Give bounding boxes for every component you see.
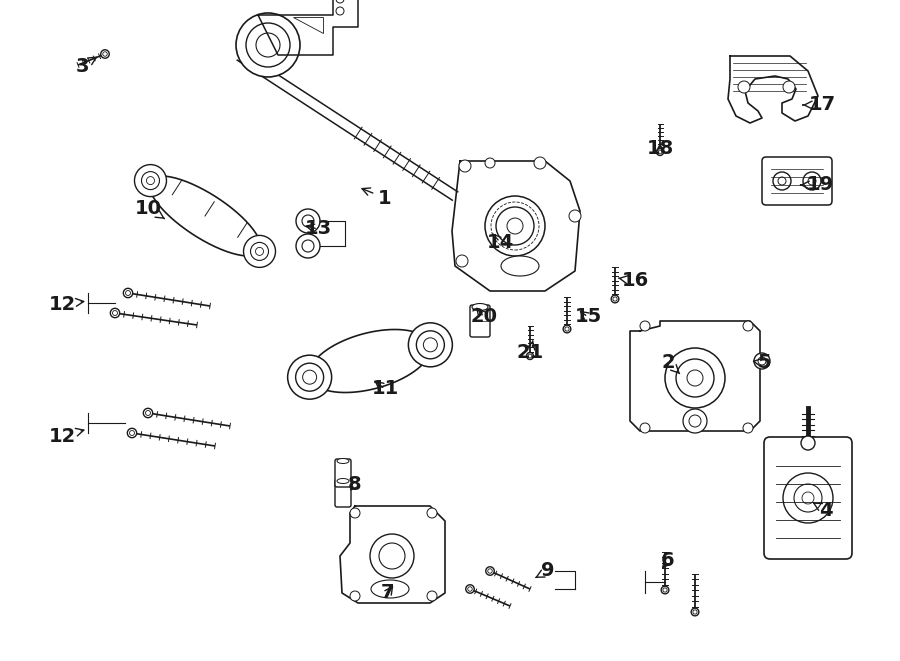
Circle shape [459,160,471,172]
Circle shape [611,295,619,303]
Ellipse shape [501,256,539,276]
Circle shape [466,585,474,594]
Polygon shape [310,329,431,393]
Text: 7: 7 [382,584,395,602]
Circle shape [683,409,707,433]
Circle shape [101,50,109,58]
Circle shape [783,473,833,523]
Polygon shape [149,176,261,256]
Circle shape [296,209,320,233]
Text: 11: 11 [372,379,399,399]
Ellipse shape [337,479,349,483]
Circle shape [656,149,663,155]
Circle shape [773,172,791,190]
Polygon shape [630,321,760,431]
Text: 3: 3 [76,56,96,75]
Circle shape [563,325,571,333]
FancyBboxPatch shape [762,157,832,205]
Circle shape [370,534,414,578]
Circle shape [738,81,750,93]
Polygon shape [238,52,458,200]
Ellipse shape [337,459,349,463]
Text: 21: 21 [517,340,544,362]
Text: 9: 9 [536,561,554,580]
Circle shape [350,508,360,518]
FancyBboxPatch shape [335,479,351,507]
Circle shape [640,423,650,433]
Circle shape [409,323,453,367]
Circle shape [296,234,320,258]
Circle shape [127,428,137,438]
Polygon shape [340,506,445,603]
Polygon shape [728,56,818,123]
Circle shape [803,172,821,190]
Circle shape [665,348,725,408]
Circle shape [111,308,120,318]
Text: 16: 16 [618,272,649,290]
Text: 2: 2 [662,352,680,373]
Circle shape [123,288,132,297]
Text: 18: 18 [646,139,673,157]
Circle shape [427,508,437,518]
FancyBboxPatch shape [764,437,852,559]
Text: 8: 8 [348,475,362,494]
Text: 12: 12 [49,426,84,446]
Circle shape [288,355,331,399]
Text: 19: 19 [801,176,833,194]
Text: 5: 5 [753,354,770,373]
Text: 10: 10 [134,198,165,219]
Ellipse shape [371,580,409,598]
Circle shape [743,321,753,331]
Circle shape [801,436,815,450]
Circle shape [485,158,495,168]
Circle shape [485,196,545,256]
Circle shape [526,352,534,360]
Circle shape [691,608,699,616]
Circle shape [743,423,753,433]
Circle shape [244,235,275,268]
Circle shape [134,165,166,196]
Text: 4: 4 [814,500,832,520]
Text: 12: 12 [49,295,84,313]
Circle shape [456,255,468,267]
Circle shape [350,591,360,601]
Circle shape [754,353,770,369]
Text: 20: 20 [471,307,498,327]
Circle shape [569,210,581,222]
Circle shape [640,321,650,331]
Circle shape [486,566,494,575]
Text: 14: 14 [486,233,514,251]
Polygon shape [452,161,580,291]
Polygon shape [293,17,323,33]
Circle shape [783,81,795,93]
Polygon shape [258,0,358,55]
Text: 17: 17 [803,95,835,114]
Text: 15: 15 [574,307,601,327]
Text: 1: 1 [362,188,392,208]
FancyBboxPatch shape [470,305,490,337]
Text: 13: 13 [304,219,331,239]
Ellipse shape [472,303,488,311]
FancyBboxPatch shape [335,459,351,487]
Circle shape [336,0,344,3]
Circle shape [336,7,344,15]
Circle shape [534,157,546,169]
Circle shape [427,591,437,601]
Circle shape [143,408,153,418]
Circle shape [662,586,669,594]
Circle shape [236,13,300,77]
Text: 6: 6 [662,551,675,570]
